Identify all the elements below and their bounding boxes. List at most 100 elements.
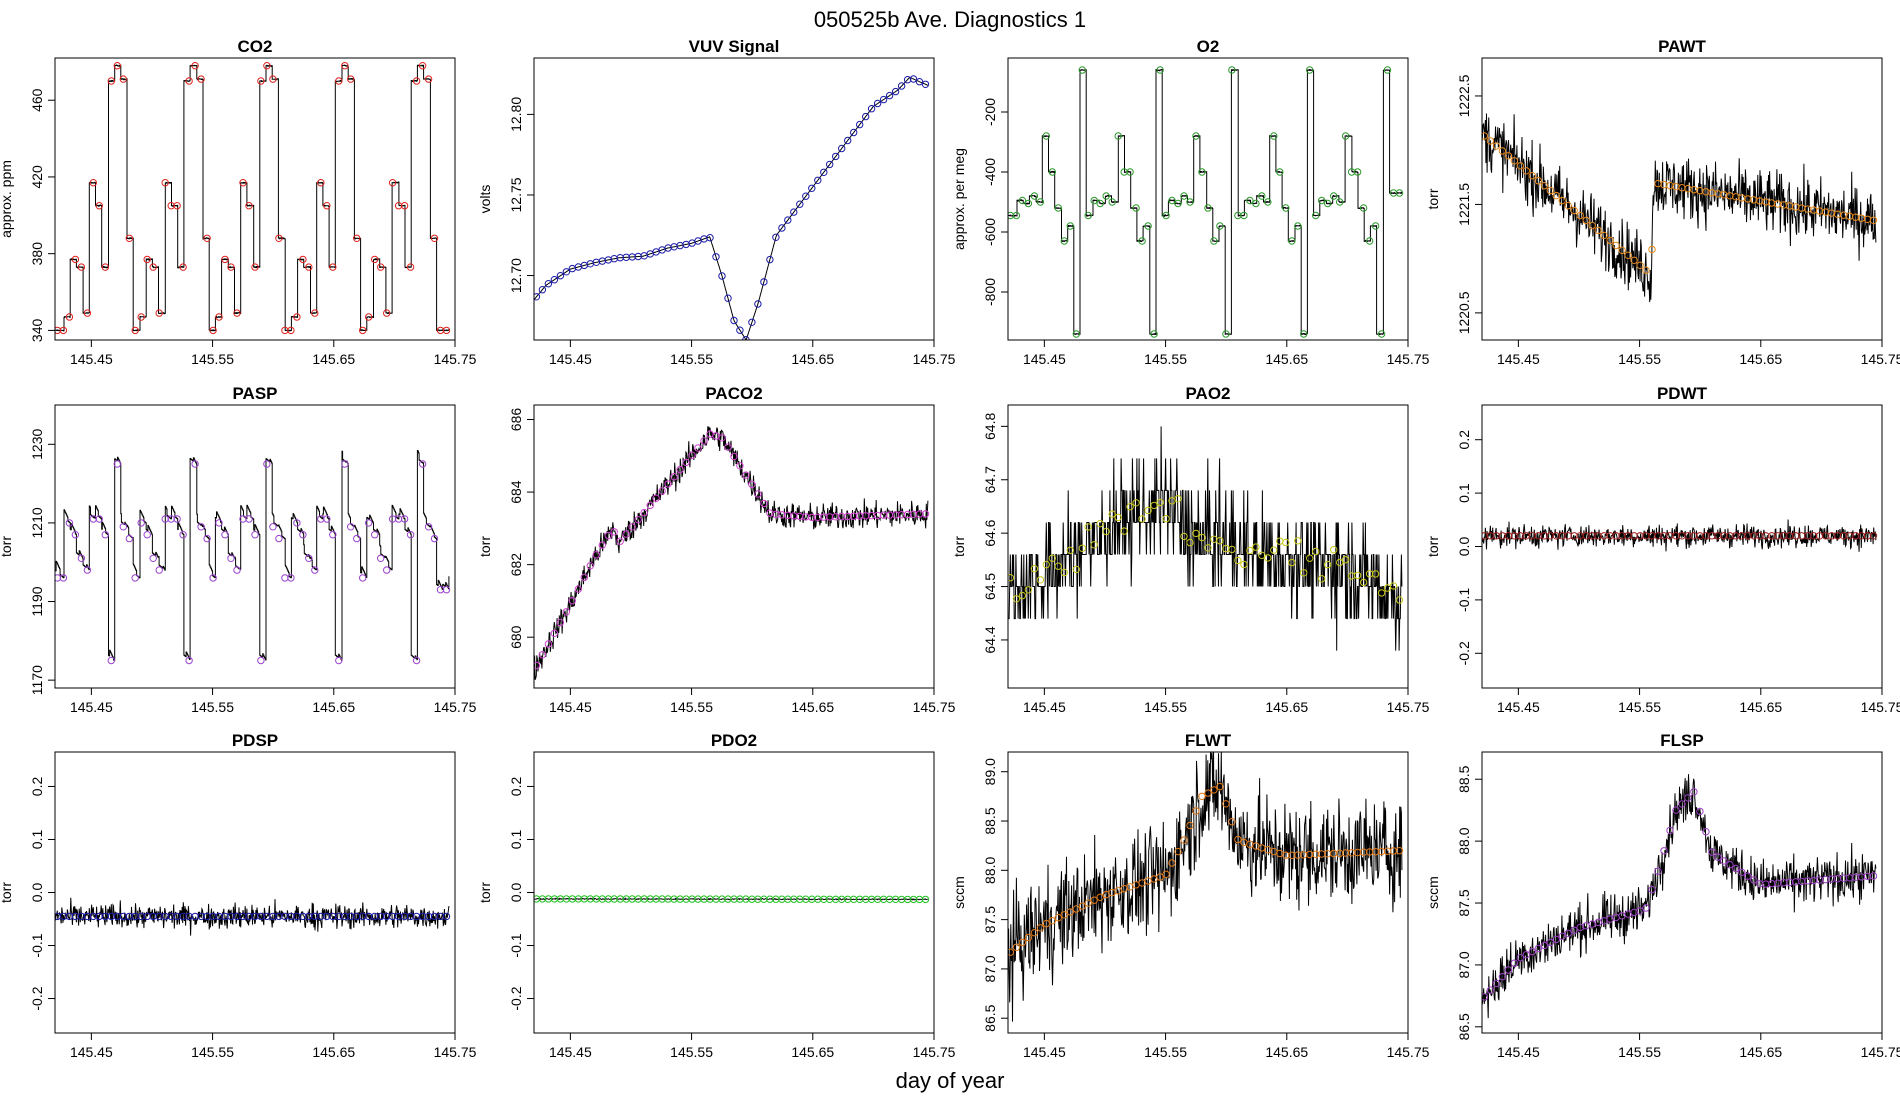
x-tick-label: 145.75 bbox=[434, 1044, 477, 1060]
data-point bbox=[1869, 532, 1878, 540]
data-point bbox=[1102, 527, 1110, 536]
data-point bbox=[1084, 523, 1092, 531]
x-tick-label: 145.55 bbox=[191, 699, 234, 715]
data-point bbox=[1144, 506, 1152, 515]
data-point bbox=[1570, 926, 1578, 934]
data-point bbox=[1162, 211, 1170, 220]
data-point bbox=[748, 480, 756, 489]
data-point bbox=[1312, 211, 1320, 220]
data-point bbox=[1336, 198, 1344, 206]
data-point bbox=[1012, 595, 1021, 603]
y-tick-label: 86.5 bbox=[982, 1004, 998, 1031]
data-point bbox=[1162, 870, 1170, 878]
data-point bbox=[77, 554, 86, 562]
data-point bbox=[891, 87, 900, 96]
y-tick-label: -800 bbox=[982, 278, 998, 306]
data-point bbox=[1024, 586, 1033, 594]
x-tick-label: 145.45 bbox=[1023, 699, 1066, 715]
data-point bbox=[197, 75, 205, 83]
x-tick-label: 145.65 bbox=[312, 351, 355, 367]
data-point bbox=[221, 255, 229, 264]
data-point bbox=[430, 234, 439, 243]
data-point bbox=[1359, 578, 1368, 587]
data-point bbox=[556, 618, 565, 627]
data-point bbox=[424, 75, 433, 83]
data-point bbox=[371, 531, 379, 539]
plot-frame bbox=[54, 57, 456, 341]
x-tick-label: 145.65 bbox=[1265, 351, 1308, 367]
data-point bbox=[1288, 237, 1296, 245]
y-tick-label: 0.2 bbox=[508, 777, 524, 797]
data-point bbox=[1744, 872, 1752, 880]
series-line bbox=[1482, 113, 1877, 303]
data-point bbox=[712, 253, 720, 261]
data-point bbox=[335, 77, 343, 85]
data-point bbox=[1522, 167, 1531, 175]
data-point bbox=[251, 531, 259, 539]
data-point bbox=[610, 528, 618, 536]
data-point bbox=[179, 531, 187, 539]
data-point bbox=[1318, 575, 1326, 583]
x-tick-label: 145.65 bbox=[1265, 699, 1308, 715]
data-point bbox=[1048, 917, 1057, 925]
data-point bbox=[347, 75, 355, 83]
data-point bbox=[329, 263, 337, 271]
data-point bbox=[534, 661, 541, 670]
data-point bbox=[562, 268, 571, 276]
data-point bbox=[688, 451, 696, 459]
series-line bbox=[55, 64, 450, 332]
data-point bbox=[1180, 192, 1188, 200]
data-point bbox=[1054, 562, 1063, 570]
data-point bbox=[838, 144, 846, 153]
data-point bbox=[1132, 499, 1140, 507]
data-point bbox=[323, 202, 331, 210]
data-point bbox=[1702, 828, 1710, 836]
data-point bbox=[227, 554, 235, 562]
data-point bbox=[544, 280, 553, 288]
plot-frame bbox=[54, 404, 456, 689]
data-point bbox=[646, 501, 654, 510]
data-point bbox=[269, 523, 277, 531]
data-point bbox=[203, 234, 211, 243]
plot-frame bbox=[1007, 751, 1409, 1034]
data-point bbox=[1576, 211, 1584, 220]
data-point bbox=[1138, 237, 1146, 245]
y-tick-label: 0.1 bbox=[508, 830, 524, 850]
data-point bbox=[1504, 152, 1513, 160]
panel-title: O2 bbox=[1197, 37, 1220, 56]
data-point bbox=[1504, 966, 1513, 974]
panels-grid: CO2 approx. ppm 145.45 145.55 145.65 145.75 34… bbox=[0, 37, 1900, 1060]
y-axis-label: torr bbox=[951, 536, 967, 557]
y-tick-label: 64.7 bbox=[982, 466, 998, 493]
x-tick-label: 145.75 bbox=[1387, 1044, 1430, 1060]
panel-paco2: PACO2 torr 145.45 145.55 145.65 145.75 680 682 6… bbox=[477, 384, 956, 715]
data-point bbox=[1330, 192, 1338, 200]
y-tick-label: 87.5 bbox=[1456, 889, 1472, 916]
data-point bbox=[1102, 192, 1110, 200]
data-point bbox=[1132, 204, 1140, 212]
data-point bbox=[921, 80, 930, 89]
data-point bbox=[1528, 947, 1537, 956]
data-point bbox=[1869, 872, 1878, 880]
data-point bbox=[1114, 132, 1122, 140]
data-point bbox=[1678, 800, 1686, 808]
y-tick-label: 0.0 bbox=[1456, 537, 1472, 557]
data-point bbox=[305, 263, 313, 271]
data-point bbox=[65, 519, 74, 527]
data-point bbox=[1294, 537, 1302, 545]
data-point bbox=[862, 112, 870, 121]
data-point bbox=[1126, 168, 1134, 176]
data-point bbox=[1510, 157, 1519, 165]
series-paco2 bbox=[534, 426, 930, 680]
y-axis-label: torr bbox=[0, 882, 14, 903]
data-point bbox=[1624, 251, 1632, 260]
data-point bbox=[574, 585, 582, 593]
data-point bbox=[275, 234, 283, 243]
data-point bbox=[622, 530, 630, 538]
data-point bbox=[1270, 546, 1278, 554]
y-tick-label: 340 bbox=[29, 319, 45, 343]
data-point bbox=[694, 444, 702, 452]
data-point bbox=[1198, 792, 1206, 800]
data-point bbox=[442, 586, 451, 594]
data-point bbox=[1798, 532, 1806, 540]
